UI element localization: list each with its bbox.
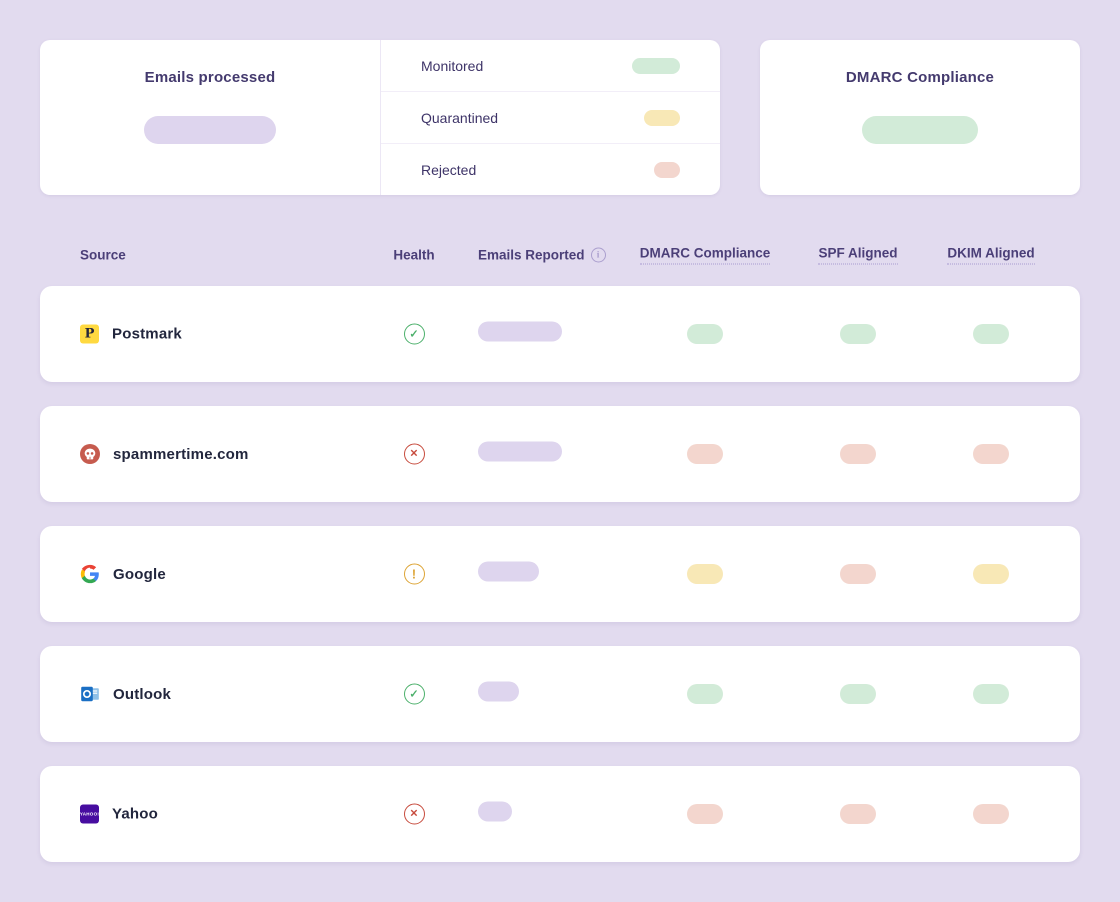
- emails-reported-pill: [478, 441, 562, 462]
- spf-aligned-pill: [840, 444, 876, 464]
- spf-aligned-tooltip-trigger[interactable]: SPF Aligned: [818, 246, 898, 265]
- dmarc-compliance-title: DMARC Compliance: [845, 69, 995, 86]
- dmarc-compliance-pill: [687, 444, 723, 464]
- table-row-spammertime[interactable]: spammertime.com: [40, 406, 1080, 502]
- health-cell: [384, 563, 444, 585]
- health-cell: [384, 323, 444, 345]
- breakdown-row-monitored: Monitored: [381, 40, 720, 92]
- dkim-aligned-pill: [973, 444, 1009, 464]
- emails-processed-section: Emails processed: [40, 40, 380, 195]
- rejected-value-pill: [654, 161, 680, 178]
- dmarc-compliance-cell: [625, 444, 785, 464]
- emails-reported-cell: [478, 801, 512, 827]
- column-header-emails-reported: Emails Reported i: [478, 247, 606, 263]
- spf-aligned-cell: [778, 684, 938, 704]
- column-header-spf-aligned: SPF Aligned: [778, 246, 938, 265]
- health-cell: [384, 803, 444, 825]
- dkim-aligned-pill: [973, 564, 1009, 584]
- emails-reported-cell: [478, 561, 539, 587]
- emails-processed-title: Emails processed: [144, 69, 276, 86]
- spf-aligned-cell: [778, 564, 938, 584]
- column-header-dkim-aligned: DKIM Aligned: [911, 246, 1071, 265]
- spf-aligned-cell: [778, 444, 938, 464]
- dmarc-compliance-cell: [625, 684, 785, 704]
- dmarc-compliance-cell: [625, 804, 785, 824]
- health-cell: [384, 683, 444, 705]
- column-header-health: Health: [393, 247, 435, 263]
- dmarc-compliance-tooltip-trigger[interactable]: DMARC Compliance: [639, 246, 771, 265]
- dkim-aligned-tooltip-trigger[interactable]: DKIM Aligned: [947, 246, 1035, 265]
- dkim-aligned-cell: [911, 564, 1071, 584]
- dmarc-compliance-cell: [625, 324, 785, 344]
- emails-reported-cell: [478, 321, 562, 347]
- dkim-aligned-cell: [911, 804, 1071, 824]
- health-check-circle-icon: [403, 683, 425, 705]
- outlook-logo-icon: [80, 684, 100, 704]
- spf-aligned-cell: [778, 804, 938, 824]
- spam-skull-logo-icon: [80, 444, 100, 464]
- health-warning-circle-icon: [403, 563, 425, 585]
- google-logo-icon: [80, 564, 100, 584]
- emails-processed-value-pill: [144, 116, 276, 144]
- dmarc-compliance-pill: [687, 324, 723, 344]
- dmarc-compliance-pill: [687, 564, 723, 584]
- dmarc-compliance-pill: [687, 804, 723, 824]
- source-name: Yahoo: [112, 805, 159, 823]
- postmark-logo-icon: P: [80, 324, 99, 344]
- spf-aligned-pill: [840, 684, 876, 704]
- source-cell: P Postmark: [80, 324, 182, 344]
- source-cell: Google: [80, 564, 166, 584]
- health-check-circle-icon: [403, 323, 425, 345]
- breakdown-row-rejected: Rejected: [381, 144, 720, 195]
- source-name: Outlook: [113, 685, 172, 703]
- dkim-aligned-cell: [911, 444, 1071, 464]
- emails-reported-cell: [478, 681, 519, 707]
- spf-aligned-pill: [840, 564, 876, 584]
- health-cell: [384, 443, 444, 465]
- quarantined-value-pill: [644, 109, 680, 126]
- dmarc-compliance-cell: [625, 564, 785, 584]
- table-row-google[interactable]: Google: [40, 526, 1080, 622]
- monitored-label: Monitored: [421, 57, 484, 74]
- dkim-aligned-pill: [973, 324, 1009, 344]
- emails-reported-pill: [478, 321, 562, 342]
- health-x-circle-icon: [403, 443, 425, 465]
- info-circle-icon[interactable]: i: [590, 247, 606, 263]
- emails-reported-pill: [478, 801, 512, 822]
- dmarc-compliance-value-pill: [862, 116, 978, 144]
- monitored-value-pill: [632, 57, 680, 74]
- quarantined-label: Quarantined: [421, 109, 499, 126]
- spf-aligned-pill: [840, 804, 876, 824]
- table-header: Source Health Emails Reported i DMARC Co…: [40, 240, 1080, 270]
- column-header-dmarc-compliance: DMARC Compliance: [625, 246, 785, 265]
- dmarc-compliance-pill: [687, 684, 723, 704]
- breakdown-row-quarantined: Quarantined: [381, 92, 720, 144]
- dkim-aligned-pill: [973, 804, 1009, 824]
- source-cell: Outlook: [80, 684, 171, 704]
- emails-reported-pill: [478, 681, 519, 702]
- source-name: Google: [113, 565, 166, 583]
- dkim-aligned-pill: [973, 684, 1009, 704]
- emails-processed-card: Emails processed Monitored Quarantined R…: [40, 40, 720, 195]
- emails-reported-pill: [478, 561, 539, 582]
- health-x-circle-icon: [403, 803, 425, 825]
- spf-aligned-cell: [778, 324, 938, 344]
- table-row-postmark[interactable]: P Postmark: [40, 286, 1080, 382]
- rejected-label: Rejected: [421, 161, 477, 178]
- dkim-aligned-cell: [911, 324, 1071, 344]
- spf-aligned-pill: [840, 324, 876, 344]
- column-header-source: Source: [80, 247, 126, 263]
- source-cell: spammertime.com: [80, 444, 249, 464]
- source-name: Postmark: [112, 325, 182, 343]
- dkim-aligned-cell: [911, 684, 1071, 704]
- emails-reported-label: Emails Reported: [478, 247, 585, 263]
- source-cell: YAHOO! Yahoo: [80, 804, 159, 824]
- yahoo-logo-icon: YAHOO!: [80, 804, 99, 824]
- table-row-yahoo[interactable]: YAHOO! Yahoo: [40, 766, 1080, 862]
- table-row-outlook[interactable]: Outlook: [40, 646, 1080, 742]
- emails-reported-cell: [478, 441, 562, 467]
- source-name: spammertime.com: [113, 445, 249, 463]
- emails-breakdown-section: Monitored Quarantined Rejected: [380, 40, 720, 195]
- dmarc-compliance-card: DMARC Compliance: [760, 40, 1080, 195]
